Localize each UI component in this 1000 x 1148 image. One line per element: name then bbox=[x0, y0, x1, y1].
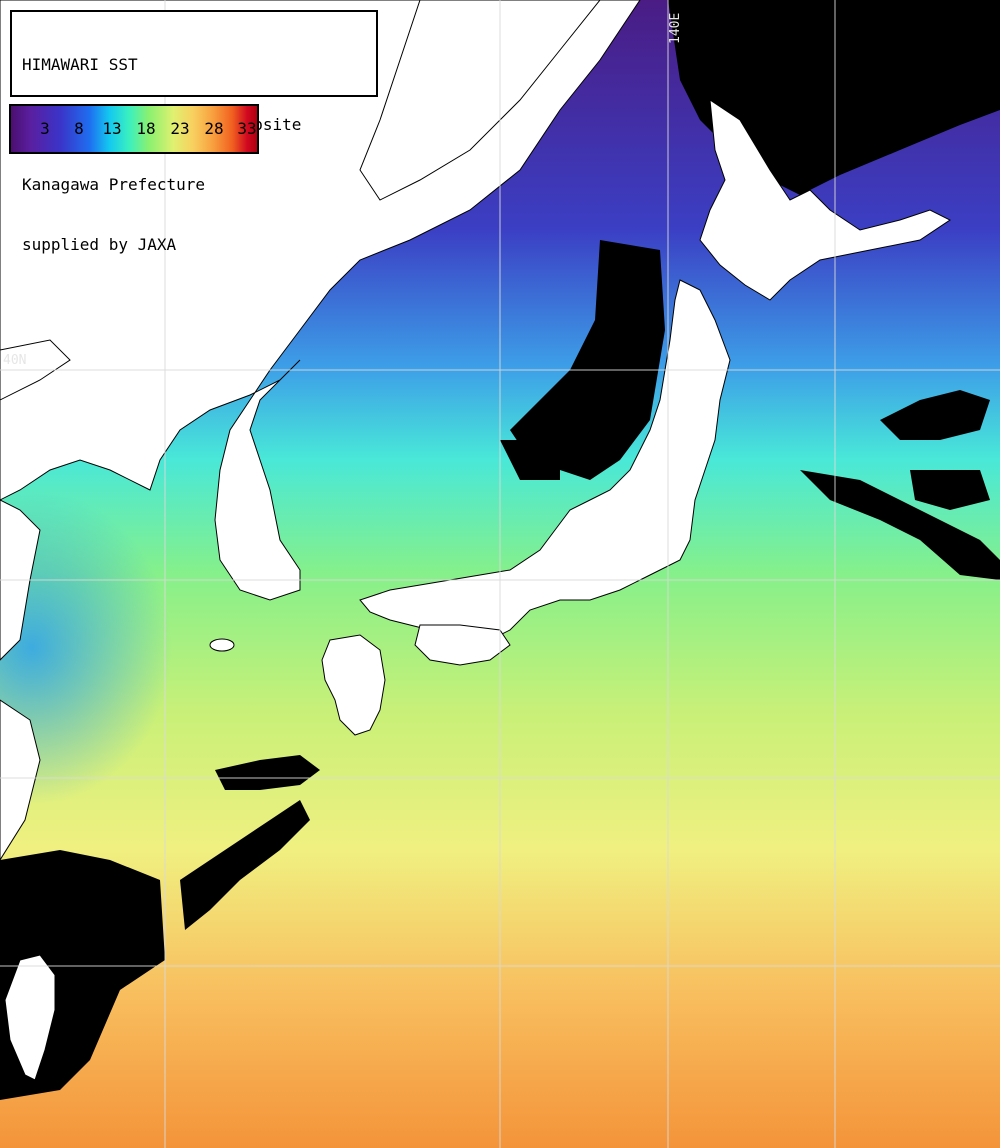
legend-tick: 33 bbox=[237, 119, 257, 138]
land-hokkaido bbox=[699, 98, 951, 301]
title-line-satellite: HIMAWARI SST bbox=[22, 55, 138, 74]
land-kyushu bbox=[321, 634, 386, 736]
east-china-sea-cool-tongue bbox=[0, 400, 400, 850]
legend-tick: 18 bbox=[136, 119, 156, 138]
land-jeju bbox=[209, 638, 235, 652]
land-taiwan bbox=[4, 954, 56, 1081]
latitude-label: 40N bbox=[3, 353, 27, 368]
land-primorye bbox=[359, 0, 601, 201]
land-shikoku bbox=[414, 624, 511, 666]
title-line-credit: supplied by JAXA bbox=[22, 235, 177, 254]
legend-tick: 3 bbox=[40, 119, 50, 138]
legend-tick: 13 bbox=[102, 119, 122, 138]
color-scale-legend: 3 8 13 18 23 28 33 bbox=[9, 104, 259, 154]
longitude-label: 140E bbox=[668, 12, 683, 44]
legend-tick: 23 bbox=[170, 119, 190, 138]
legend-tick: 28 bbox=[204, 119, 224, 138]
land-china-south bbox=[0, 699, 41, 861]
title-box: HIMAWARI SST 2026/03/08(UTC) Day Composi… bbox=[10, 10, 378, 254]
title-line-prefecture: Kanagawa Prefecture bbox=[22, 175, 206, 194]
land-honshu bbox=[359, 279, 731, 646]
legend-tick: 8 bbox=[74, 119, 84, 138]
legend-labels: 3 8 13 18 23 28 33 bbox=[11, 119, 257, 139]
